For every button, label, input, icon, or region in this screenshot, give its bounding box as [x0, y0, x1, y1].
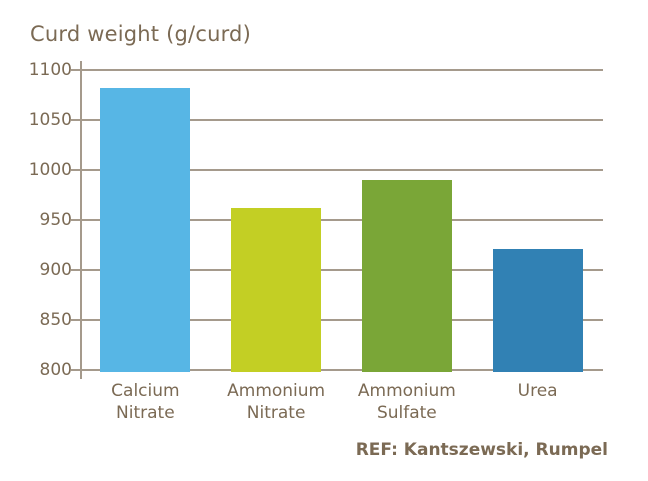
y-axis-tick: [71, 69, 80, 71]
y-axis-tick: [71, 269, 80, 271]
y-axis-tick: [71, 119, 80, 121]
gridline: [80, 169, 603, 171]
chart-title: Curd weight (g/curd): [30, 22, 251, 46]
y-tick-label: 850: [39, 310, 72, 330]
y-tick-label: 1100: [28, 60, 72, 80]
x-tick-label: Urea: [472, 380, 603, 402]
x-tick-label-line: Sulfate: [376, 403, 437, 423]
gridline: [80, 269, 603, 271]
bar: [231, 208, 322, 372]
y-axis-tick: [71, 169, 80, 171]
y-tick-label: 900: [39, 260, 72, 280]
y-axis-line: [80, 61, 82, 379]
bar: [361, 180, 452, 372]
gridline: [80, 369, 603, 371]
x-tick-label: Ammonium Sulfate: [342, 380, 473, 424]
y-axis-tick: [71, 319, 80, 321]
y-tick-label: 800: [39, 360, 72, 380]
x-tick-label-line: Nitrate: [246, 403, 306, 423]
y-tick-label: 950: [39, 210, 72, 230]
y-axis-tick: [71, 219, 80, 221]
x-tick-label-line: Calcium: [111, 381, 180, 401]
y-tick-label: 1050: [28, 110, 72, 130]
x-tick-label: Ammonium Nitrate: [211, 380, 342, 424]
gridline: [80, 319, 603, 321]
x-tick-label: Calcium Nitrate: [80, 380, 211, 424]
y-tick-label: 1000: [28, 160, 72, 180]
x-tick-label-line: Ammonium: [227, 381, 326, 401]
bar: [492, 249, 583, 372]
bar: [100, 88, 191, 372]
gridline: [80, 119, 603, 121]
reference-text: REF: Kantszewski, Rumpel: [355, 440, 608, 460]
gridline: [80, 219, 603, 221]
x-tick-label-line: Ammonium: [357, 381, 456, 401]
gridline: [80, 69, 603, 71]
x-tick-label-line: Nitrate: [116, 403, 175, 423]
y-axis-tick: [71, 369, 80, 371]
x-tick-label-line: Urea: [517, 381, 558, 401]
